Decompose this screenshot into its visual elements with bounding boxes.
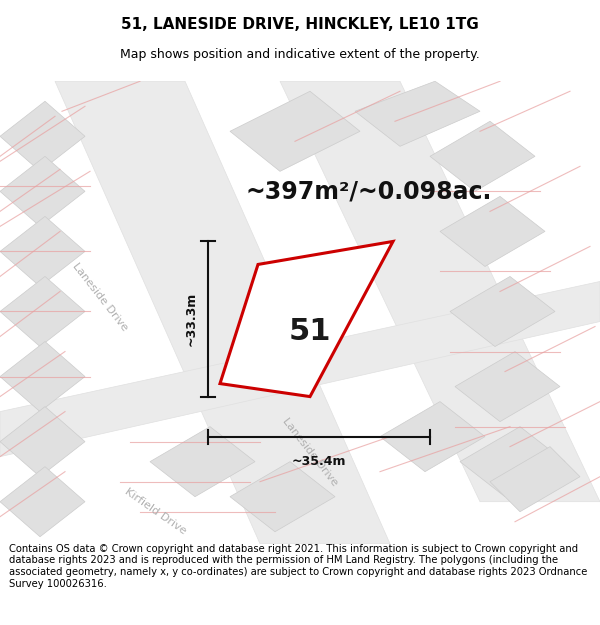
Polygon shape xyxy=(150,427,255,497)
Polygon shape xyxy=(460,427,565,497)
Polygon shape xyxy=(0,276,85,346)
Text: ~397m²/~0.098ac.: ~397m²/~0.098ac. xyxy=(245,179,491,203)
Polygon shape xyxy=(355,81,480,146)
Polygon shape xyxy=(380,402,485,472)
Polygon shape xyxy=(230,91,360,171)
Text: Map shows position and indicative extent of the property.: Map shows position and indicative extent… xyxy=(120,48,480,61)
Text: ~33.3m: ~33.3m xyxy=(185,292,198,346)
Text: Kirfield Drive: Kirfield Drive xyxy=(122,487,188,537)
Polygon shape xyxy=(430,121,535,191)
Text: Laneside Drive: Laneside Drive xyxy=(70,261,130,332)
Polygon shape xyxy=(440,196,545,266)
Polygon shape xyxy=(220,241,393,397)
Polygon shape xyxy=(0,407,85,477)
Text: 51: 51 xyxy=(289,317,331,346)
Polygon shape xyxy=(450,276,555,346)
Polygon shape xyxy=(55,81,390,544)
Polygon shape xyxy=(280,81,600,502)
Text: Laneside Drive: Laneside Drive xyxy=(280,416,340,488)
Polygon shape xyxy=(0,101,85,171)
Polygon shape xyxy=(0,156,85,226)
Polygon shape xyxy=(455,351,560,422)
Polygon shape xyxy=(0,216,85,286)
Polygon shape xyxy=(0,341,85,412)
Polygon shape xyxy=(0,281,600,457)
Polygon shape xyxy=(490,447,580,512)
Text: 51, LANESIDE DRIVE, HINCKLEY, LE10 1TG: 51, LANESIDE DRIVE, HINCKLEY, LE10 1TG xyxy=(121,17,479,32)
Polygon shape xyxy=(230,462,335,532)
Text: Contains OS data © Crown copyright and database right 2021. This information is : Contains OS data © Crown copyright and d… xyxy=(9,544,587,589)
Text: ~35.4m: ~35.4m xyxy=(292,454,346,468)
Polygon shape xyxy=(0,467,85,537)
